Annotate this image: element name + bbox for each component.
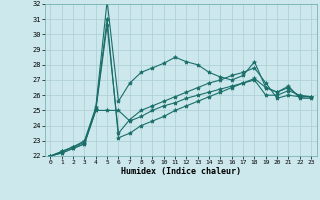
X-axis label: Humidex (Indice chaleur): Humidex (Indice chaleur) — [121, 167, 241, 176]
